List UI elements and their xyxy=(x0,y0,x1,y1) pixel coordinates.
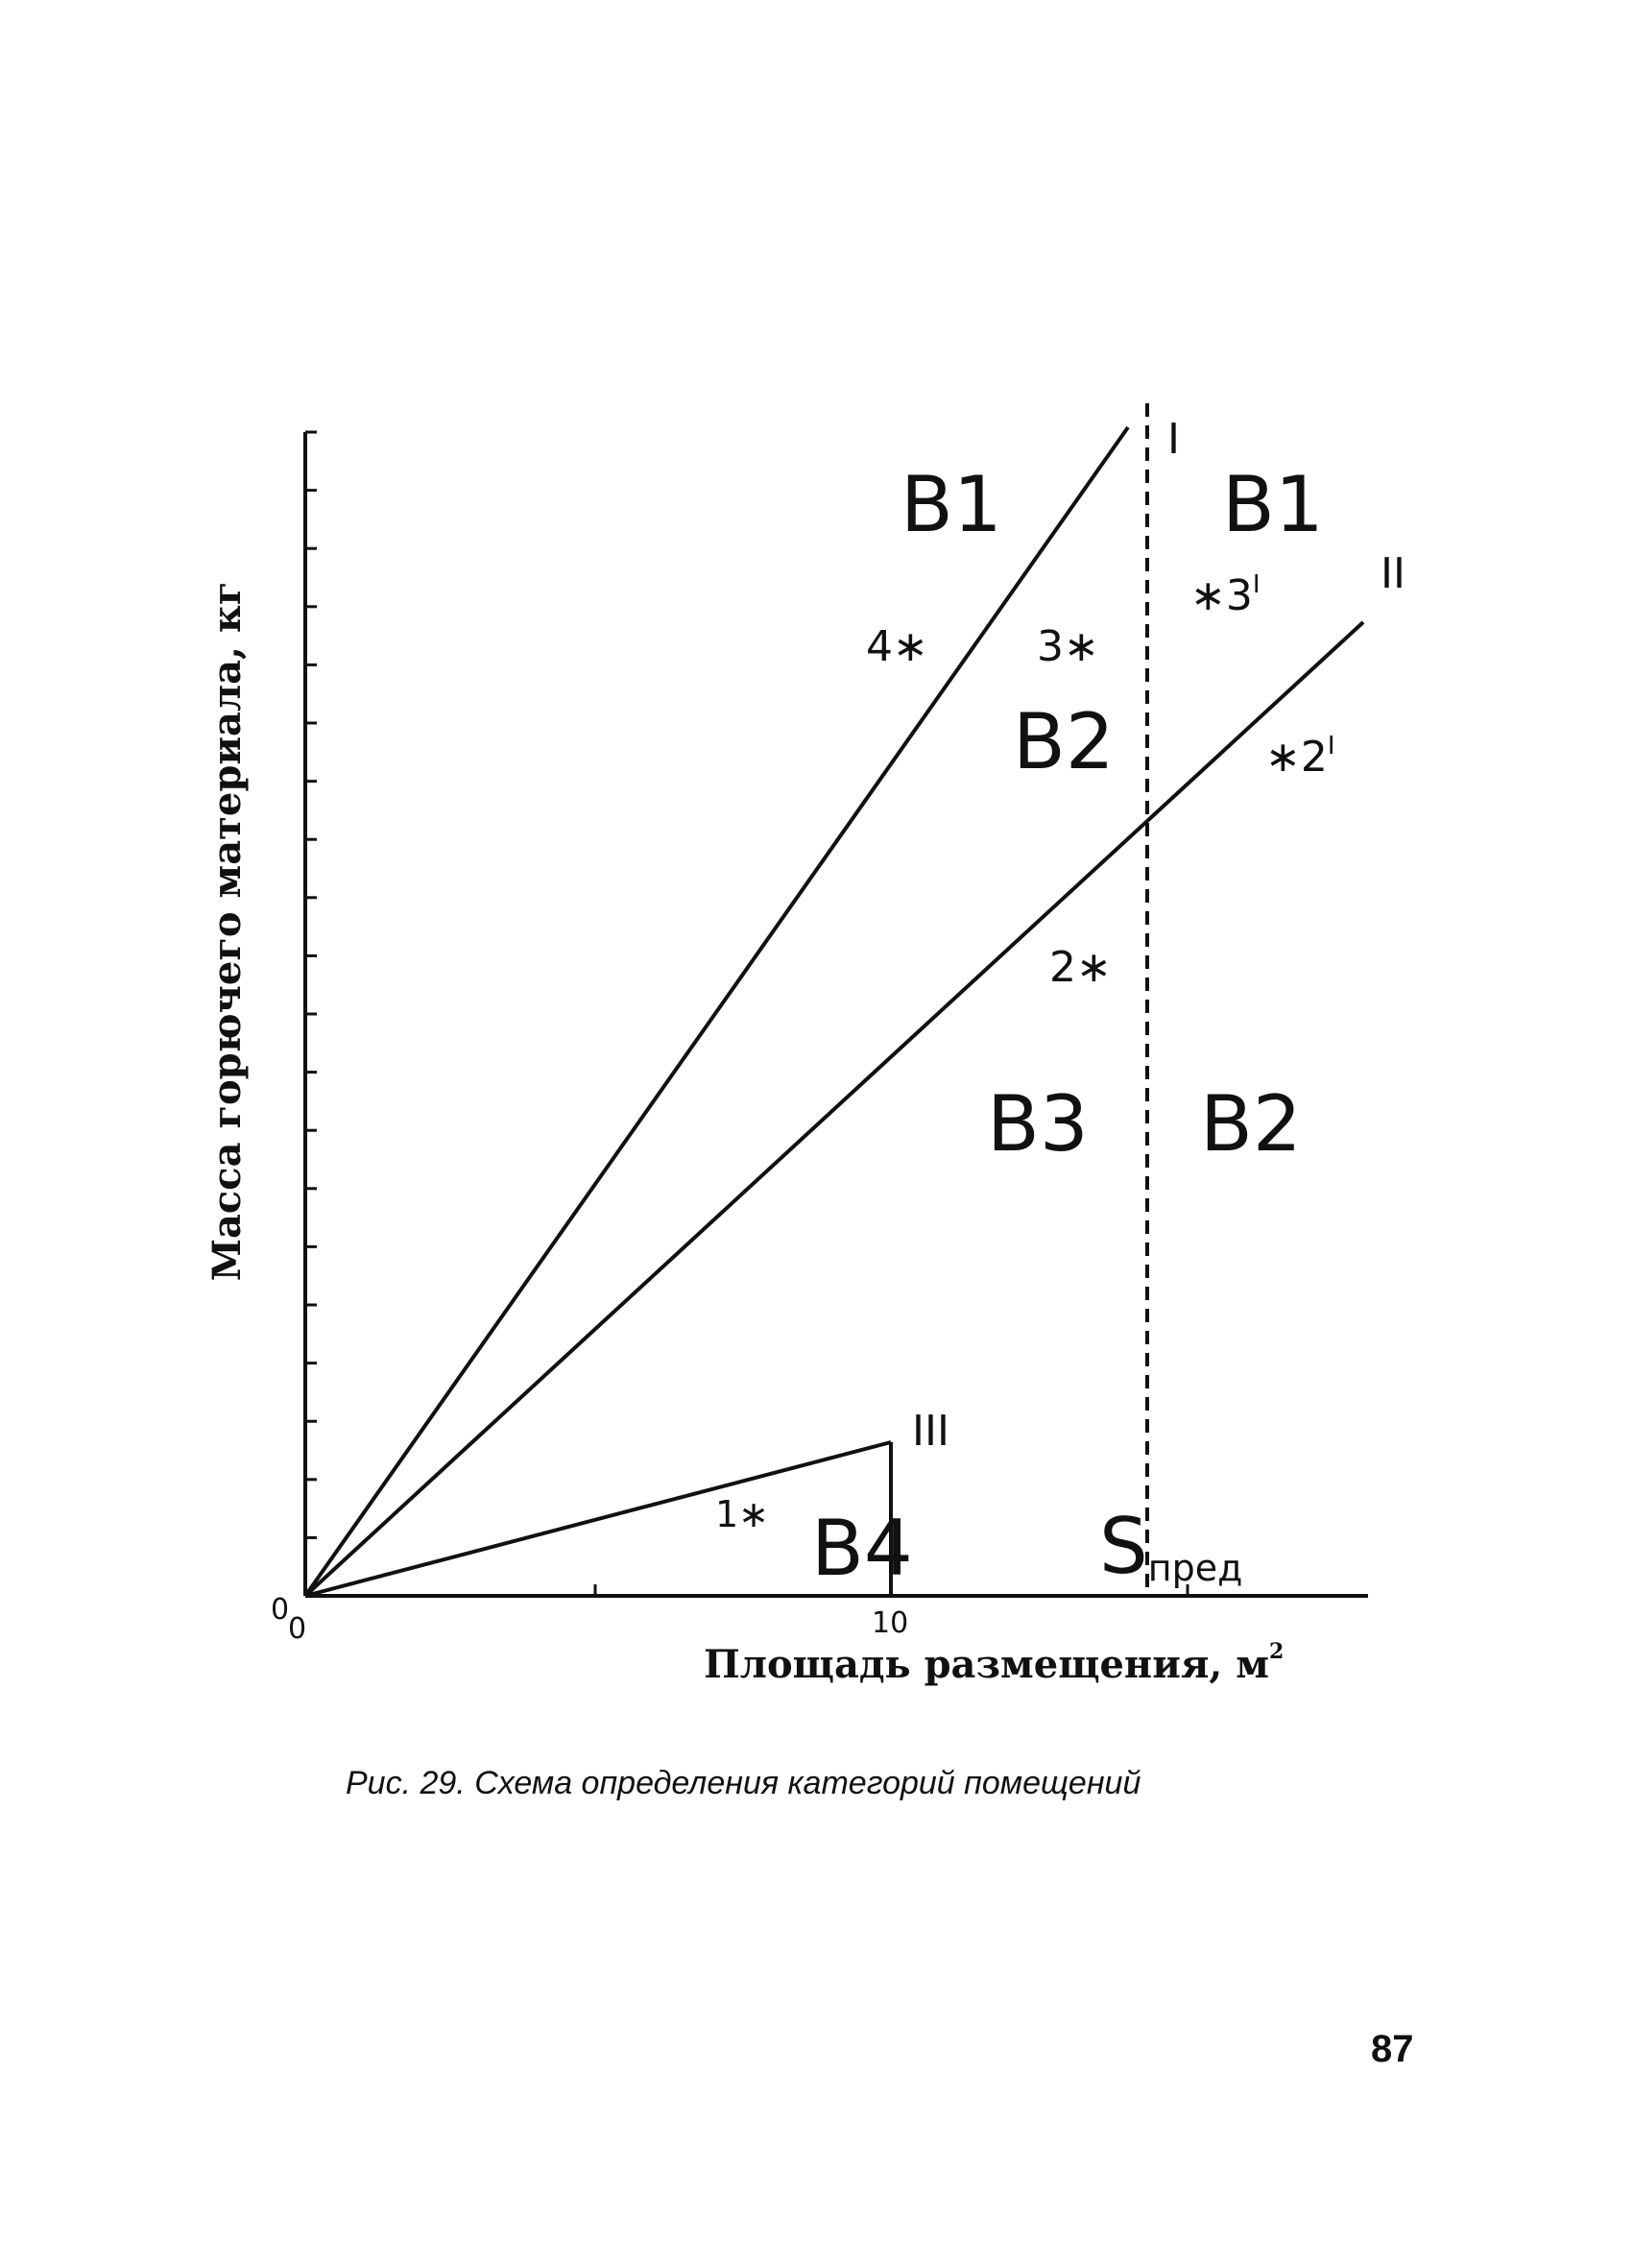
s-limit-sub: пред xyxy=(1148,1547,1243,1589)
line-label-III: III xyxy=(912,1407,949,1456)
region-triangle: В4 xyxy=(811,1504,913,1593)
x-axis-title-text: Площадь размещения, м xyxy=(704,1642,1269,1687)
origin-y-label: 0 xyxy=(271,1593,289,1627)
region-top-left: В1 xyxy=(901,460,1002,549)
point-label-3-prime-mark: I xyxy=(1253,570,1261,599)
s-limit-label: Sпред xyxy=(1099,1502,1242,1591)
point-label-3-prime: ∗3I xyxy=(1190,570,1261,620)
point-label-2-prime-text: ∗2 xyxy=(1265,733,1328,782)
s-limit-main: S xyxy=(1099,1502,1148,1591)
point-label-2-prime-mark: I xyxy=(1328,732,1335,760)
x-axis-title: Площадь размещения, м2 xyxy=(704,1639,1284,1687)
figure-caption: Рис. 29. Схема определения категорий пом… xyxy=(346,1765,1141,1801)
point-label-3-prime-text: ∗3 xyxy=(1190,571,1253,620)
line-label-II: II xyxy=(1381,549,1405,598)
point-label-4: 4∗ xyxy=(866,622,928,671)
point-label-3: 3∗ xyxy=(1037,622,1099,671)
x-axis-title-sup: 2 xyxy=(1269,1639,1284,1664)
line-II xyxy=(303,620,1365,1598)
line-label-I: I xyxy=(1167,415,1180,464)
region-lower-right: В2 xyxy=(1200,1079,1302,1169)
page-number: 87 xyxy=(1371,2028,1414,2070)
region-top-right: В1 xyxy=(1222,460,1324,549)
point-label-2-prime: ∗2I xyxy=(1265,732,1335,782)
line-III xyxy=(304,1440,892,1598)
y-axis-ticks xyxy=(305,430,317,1539)
point-label-1: 1∗ xyxy=(715,1493,769,1535)
line-I xyxy=(303,425,1130,1598)
y-axis-title: Масса горючего материала, кг xyxy=(204,582,250,1282)
region-middle-left: В2 xyxy=(1013,697,1115,786)
x-tick-label-10: 10 xyxy=(872,1606,908,1640)
point-label-2: 2∗ xyxy=(1049,943,1112,992)
region-lower-left: В3 xyxy=(987,1079,1089,1169)
origin-x-label: 0 xyxy=(288,1612,306,1646)
